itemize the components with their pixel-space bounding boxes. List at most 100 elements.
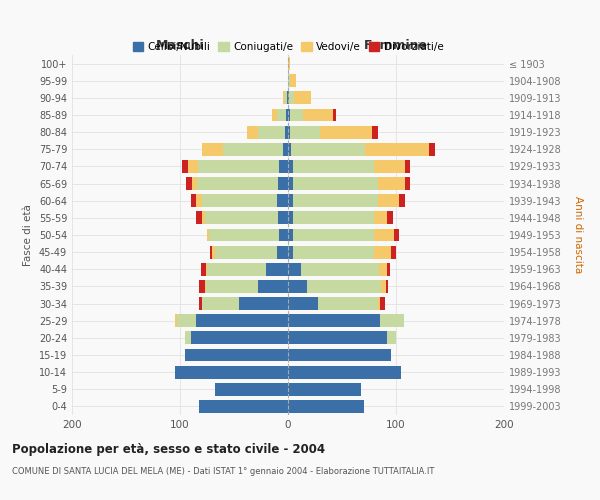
Bar	[288, 348, 391, 362]
Bar	[404, 160, 410, 173]
Bar	[200, 263, 206, 276]
Y-axis label: Fasce di età: Fasce di età	[23, 204, 33, 266]
Bar	[380, 314, 404, 327]
Bar	[293, 194, 377, 207]
Bar	[191, 332, 288, 344]
Text: Popolazione per età, sesso e stato civile - 2004: Popolazione per età, sesso e stato civil…	[12, 442, 325, 456]
Bar	[374, 160, 404, 173]
Bar	[209, 228, 280, 241]
Y-axis label: Anni di nascita: Anni di nascita	[573, 196, 583, 274]
Bar	[293, 246, 374, 258]
Text: Femmine: Femmine	[364, 38, 428, 52]
Bar	[365, 143, 430, 156]
Bar	[288, 366, 401, 378]
Bar	[288, 92, 289, 104]
Bar	[258, 280, 288, 293]
Bar	[258, 126, 285, 138]
Bar	[377, 177, 404, 190]
Bar	[288, 297, 318, 310]
Bar	[285, 92, 287, 104]
Bar	[196, 314, 288, 327]
Bar	[372, 126, 377, 138]
Bar	[188, 160, 199, 173]
Bar	[175, 314, 177, 327]
Bar	[288, 314, 380, 327]
Bar	[374, 228, 394, 241]
Bar	[215, 246, 277, 258]
Bar	[205, 280, 206, 293]
Bar	[380, 297, 385, 310]
Bar	[320, 126, 372, 138]
Bar	[277, 194, 288, 207]
Bar	[286, 108, 288, 122]
Bar	[223, 143, 283, 156]
Bar	[185, 348, 288, 362]
Bar	[288, 246, 293, 258]
Bar	[177, 314, 196, 327]
Bar	[388, 212, 393, 224]
Bar	[288, 160, 293, 173]
Bar	[301, 263, 379, 276]
Bar	[205, 212, 278, 224]
Bar	[278, 177, 288, 190]
Bar	[307, 280, 381, 293]
Bar	[288, 212, 293, 224]
Bar	[207, 263, 266, 276]
Bar	[288, 126, 290, 138]
Bar	[202, 212, 205, 224]
Bar	[285, 126, 288, 138]
Bar	[293, 160, 374, 173]
Bar	[293, 177, 377, 190]
Bar	[291, 143, 365, 156]
Text: COMUNE DI SANTA LUCIA DEL MELA (ME) - Dati ISTAT 1° gennaio 2004 - Elaborazione : COMUNE DI SANTA LUCIA DEL MELA (ME) - Da…	[12, 468, 434, 476]
Bar	[288, 263, 301, 276]
Bar	[399, 194, 404, 207]
Bar	[191, 194, 196, 207]
Bar	[430, 143, 435, 156]
Bar	[303, 108, 334, 122]
Bar	[199, 160, 280, 173]
Bar	[288, 74, 290, 87]
Bar	[199, 400, 288, 413]
Bar	[278, 212, 288, 224]
Bar	[377, 297, 380, 310]
Bar	[288, 400, 364, 413]
Bar	[199, 297, 202, 310]
Bar	[388, 263, 389, 276]
Legend: Celibi/Nubili, Coniugati/e, Vedovi/e, Divorziati/e: Celibi/Nubili, Coniugati/e, Vedovi/e, Di…	[128, 38, 448, 56]
Bar	[288, 332, 388, 344]
Bar	[277, 246, 288, 258]
Bar	[182, 160, 188, 173]
Bar	[197, 177, 278, 190]
Bar	[288, 194, 293, 207]
Bar	[210, 246, 212, 258]
Bar	[196, 212, 202, 224]
Bar	[215, 383, 288, 396]
Bar	[374, 246, 391, 258]
Bar	[290, 126, 320, 138]
Bar	[202, 194, 277, 207]
Bar	[379, 263, 388, 276]
Bar	[334, 108, 335, 122]
Bar	[207, 228, 209, 241]
Bar	[374, 212, 388, 224]
Bar	[192, 177, 197, 190]
Bar	[202, 143, 223, 156]
Bar	[202, 297, 239, 310]
Bar	[206, 263, 207, 276]
Bar	[272, 108, 277, 122]
Bar	[289, 92, 295, 104]
Bar	[196, 194, 202, 207]
Bar	[288, 280, 307, 293]
Bar	[288, 228, 293, 241]
Bar	[287, 92, 288, 104]
Bar	[283, 92, 285, 104]
Bar	[293, 228, 374, 241]
Bar	[239, 297, 288, 310]
Bar	[280, 160, 288, 173]
Bar	[394, 228, 399, 241]
Bar	[187, 177, 192, 190]
Bar	[295, 92, 311, 104]
Bar	[404, 177, 410, 190]
Bar	[318, 297, 377, 310]
